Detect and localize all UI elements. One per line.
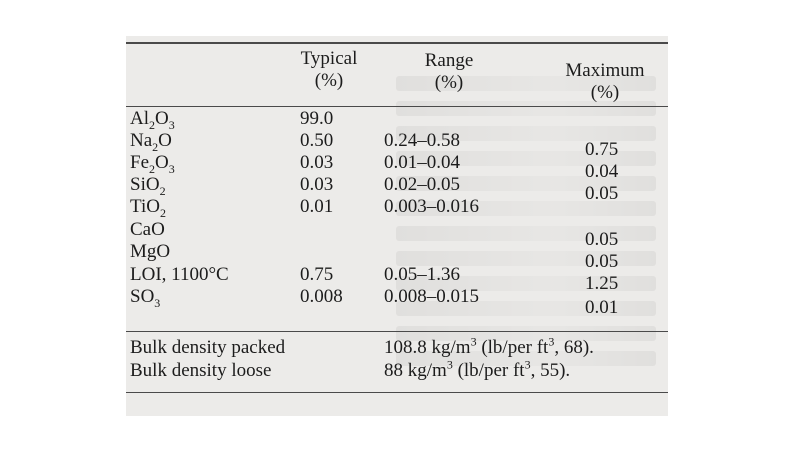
maximum-cell: 0.05 (126, 183, 668, 205)
bulk-density-value: 88 kg/m3 (lb/per ft3, 55). (384, 357, 571, 381)
typical-value: 0.01 (300, 196, 334, 217)
bottom-rule (126, 392, 668, 393)
header-typical: Typical (%) (300, 48, 358, 91)
bulk-density-row: Bulk density packed 108.8 kg/m3 (lb/per f… (126, 334, 668, 359)
compound-name: TiO2 (130, 196, 166, 220)
maximum-value: 0.75 (585, 139, 619, 160)
maximum-value: 0.05 (585, 251, 619, 272)
maximum-cell: 1.25 (126, 273, 668, 295)
typical-value: 0.75 (300, 264, 334, 285)
maximum-value: 0.01 (585, 297, 619, 318)
maximum-value: 0.05 (585, 183, 619, 204)
table-row: Al2O3 99.0 (126, 108, 668, 132)
bulk-top-rule (126, 331, 668, 332)
table-row: Na2O 0.50 0.24–0.58 (126, 130, 668, 154)
range-value: 0.003–0.016 (384, 196, 479, 217)
header-rule (126, 106, 668, 107)
range-value: 0.01–0.04 (384, 152, 460, 173)
range-value: 0.02–0.05 (384, 174, 460, 195)
maximum-cell: 0.05 (126, 229, 668, 251)
table-row: SiO2 0.03 0.02–0.05 (126, 174, 668, 198)
top-rule (126, 42, 668, 44)
maximum-value: 0.04 (585, 161, 619, 182)
range-value: 0.05–1.36 (384, 264, 460, 285)
bulk-density-label: Bulk density packed (130, 337, 286, 358)
compound-name: LOI, 1100°C (130, 264, 229, 285)
compound-name: Al2O3 (130, 108, 175, 132)
bulk-density-row: Bulk density loose 88 kg/m3 (lb/per ft3, … (126, 357, 668, 382)
typical-value: 0.03 (300, 152, 334, 173)
maximum-cell: 0.75 (126, 139, 668, 161)
maximum-value: 0.05 (585, 229, 619, 250)
table-row: LOI, 1100°C 0.75 0.05–1.36 (126, 264, 668, 286)
maximum-value: 1.25 (585, 273, 619, 294)
compound-name: Na2O (130, 130, 172, 154)
typical-value: 0.03 (300, 174, 334, 195)
bulk-density-label: Bulk density loose (130, 360, 272, 381)
maximum-cell: 0.04 (126, 161, 668, 183)
table-row: MgO (126, 241, 668, 263)
typical-value: 0.50 (300, 130, 334, 151)
bulk-density-value: 108.8 kg/m3 (lb/per ft3, 68). (384, 334, 594, 358)
maximum-cell: 0.05 (126, 251, 668, 273)
bleed-through-text (396, 76, 656, 406)
range-value: 0.24–0.58 (384, 130, 460, 151)
table-row: SO3 0.008 0.008–0.015 (126, 286, 668, 310)
header-range: Range (%) (424, 50, 474, 93)
table-row: TiO2 0.01 0.003–0.016 (126, 196, 668, 220)
document-page: Typical (%) Range (%) Maximum (%) Al2O3 9… (126, 36, 668, 416)
typical-value: 0.008 (300, 286, 343, 307)
compound-name: MgO (130, 241, 171, 262)
compound-name: CaO (130, 219, 165, 240)
header-maximum: Maximum (%) (565, 60, 645, 103)
table-row: CaO (126, 219, 668, 241)
typical-value: 99.0 (300, 108, 334, 129)
compound-name: SiO2 (130, 174, 166, 198)
compound-name: Fe2O3 (130, 152, 175, 176)
range-value: 0.008–0.015 (384, 286, 479, 307)
compound-name: SO3 (130, 286, 161, 310)
table-row: Fe2O3 0.03 0.01–0.04 (126, 152, 668, 176)
maximum-cell: 0.01 (126, 297, 668, 319)
